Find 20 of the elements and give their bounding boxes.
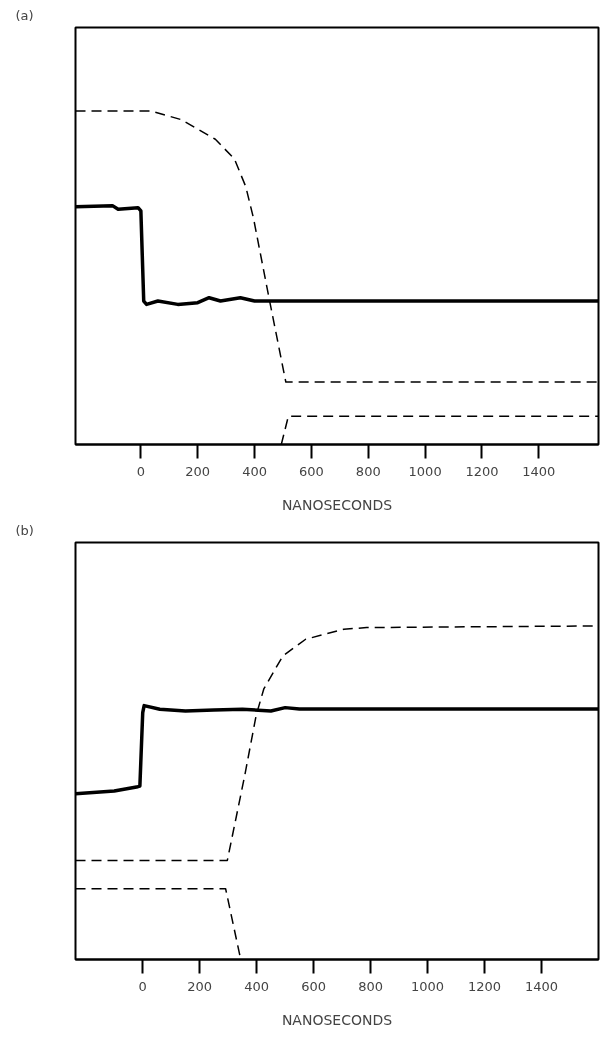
x-axis-title: NANOSECONDS [281,1011,393,1028]
x-tick-label: 800 [358,978,384,994]
x-tick-label: 1000 [408,463,442,479]
chart-title: (b) [15,522,34,538]
x-tick-label: 1200 [468,978,502,994]
x-tick-label: 400 [244,978,270,994]
x-tick-label: 1200 [465,463,499,479]
chart-title: (a) [15,7,34,23]
x-tick-label: 800 [355,463,381,479]
x-tick-label: 1400 [522,463,556,479]
x-tick-label: 0 [138,978,147,994]
x-tick-label: 600 [299,463,324,479]
x-tick-label: 600 [301,978,327,994]
x-tick-label: 1400 [524,978,559,994]
x-tick-label: 200 [187,978,213,994]
x-tick-label: 0 [136,463,146,479]
x-tick-label: 200 [185,463,211,479]
x-tick-label: 400 [242,463,267,479]
x-axis-title: NANOSECONDS [281,496,393,513]
x-tick-label: 1000 [411,978,445,994]
